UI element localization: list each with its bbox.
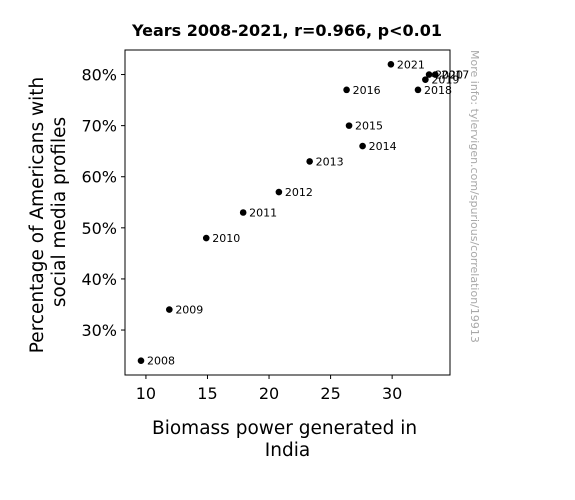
x-tick-label: 10	[136, 384, 156, 403]
data-point-label: 2017	[441, 69, 469, 82]
data-point-label: 2016	[353, 84, 381, 97]
data-point	[422, 76, 429, 83]
data-point	[239, 209, 247, 216]
data-point-label: 2008	[147, 355, 175, 368]
x-tick-label: 20	[259, 384, 279, 403]
y-tick-label: 40%	[81, 270, 117, 289]
y-axis-label: Percentage of Americans with social medi…	[27, 71, 70, 353]
data-points: 2008 2009 2010 2011 2012 2013 2014 2015 2016 2017…	[137, 58, 469, 368]
y-axis-label-line-2: social media profiles	[49, 117, 70, 307]
data-point-label: 2010	[212, 232, 240, 245]
data-point-label: 2014	[369, 140, 397, 153]
x-axis-label-line-1: Biomass power generated in	[152, 418, 417, 439]
data-point	[414, 86, 422, 94]
watermark: More info: tylervigen.com/spurious/corre…	[468, 50, 481, 343]
chart-title: Years 2008-2021, r=0.966, p<0.01	[131, 21, 442, 40]
data-point-label: 2018	[424, 84, 452, 97]
data-point	[275, 188, 283, 196]
data-point	[425, 71, 433, 78]
y-tick-label: 30%	[81, 321, 117, 340]
x-tick-label: 25	[320, 384, 340, 403]
x-axis-label: Biomass power generated in India	[152, 418, 423, 461]
data-point	[345, 122, 353, 129]
y-tick-label: 60%	[81, 168, 117, 187]
plot-area	[124, 49, 451, 376]
data-point-label: 2011	[249, 207, 277, 220]
data-point-label: 2015	[355, 120, 383, 133]
x-tick-label: 15	[197, 384, 217, 403]
data-point-label: 2019	[431, 74, 459, 87]
data-point	[359, 142, 366, 150]
data-point-label: 2009	[175, 304, 203, 317]
y-tick-label: 70%	[81, 117, 117, 136]
data-point	[306, 158, 313, 165]
data-point	[387, 61, 395, 68]
data-point	[431, 71, 439, 78]
data-point-label: 2020	[435, 69, 463, 82]
y-tick-label: 80%	[81, 66, 117, 85]
y-axis: 30% 40% 50% 60% 70% 80%	[81, 66, 125, 340]
data-point-label: 2013	[316, 155, 344, 168]
data-point-label: 2012	[285, 186, 313, 199]
y-tick-label: 50%	[81, 219, 117, 238]
x-axis: 10 15 20 25 30	[136, 375, 402, 403]
data-point	[343, 86, 350, 94]
x-tick-label: 30	[382, 384, 402, 403]
data-point	[202, 234, 210, 242]
data-point	[137, 357, 145, 364]
data-point-label: 2021	[397, 58, 425, 71]
x-axis-label-line-2: India	[265, 440, 310, 461]
y-axis-label-line-1: Percentage of Americans with	[27, 77, 48, 353]
data-point	[166, 306, 173, 313]
